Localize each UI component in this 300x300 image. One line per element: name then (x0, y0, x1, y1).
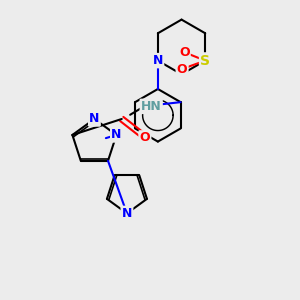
Text: N: N (89, 112, 100, 125)
Text: S: S (200, 54, 210, 68)
Text: O: O (179, 46, 190, 59)
Text: O: O (177, 62, 188, 76)
Text: N: N (122, 207, 132, 220)
Text: HN: HN (141, 100, 162, 113)
Text: N: N (111, 128, 122, 142)
Text: N: N (153, 54, 163, 67)
Text: O: O (140, 131, 150, 144)
